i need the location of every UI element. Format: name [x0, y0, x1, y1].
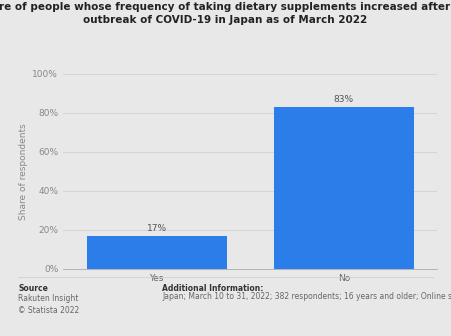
Text: Source: Source [18, 284, 48, 293]
Bar [274, 107, 414, 269]
Text: outbreak of COVID-19 in Japan as of March 2022: outbreak of COVID-19 in Japan as of Marc… [83, 15, 368, 25]
Text: Additional Information:: Additional Information: [162, 284, 264, 293]
Bar [87, 236, 227, 269]
Text: 17%: 17% [147, 224, 167, 233]
Text: 83%: 83% [334, 95, 354, 104]
Text: Share of people whose frequency of taking dietary supplements increased after th: Share of people whose frequency of takin… [0, 2, 451, 12]
Text: Japan; March 10 to 31, 2022; 382 respondents; 16 years and older; Online survey: Japan; March 10 to 31, 2022; 382 respond… [162, 292, 451, 301]
Text: Rakuten Insight
© Statista 2022: Rakuten Insight © Statista 2022 [18, 294, 79, 315]
Y-axis label: Share of respondents: Share of respondents [19, 123, 28, 220]
